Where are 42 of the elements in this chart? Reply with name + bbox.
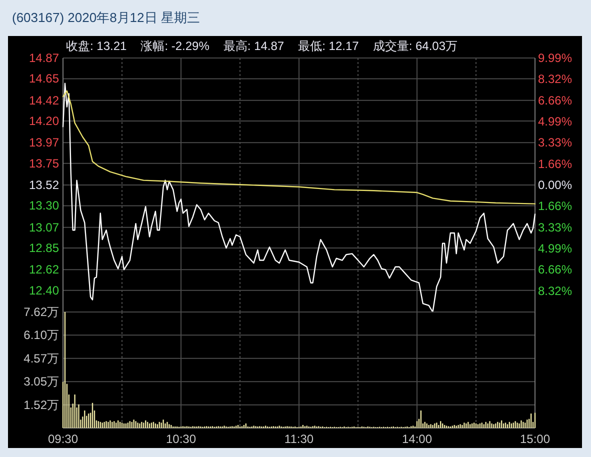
y-tick-label: 12.85: [28, 241, 60, 256]
y2-tick-label: 6.66%: [538, 93, 572, 108]
text: 最高: 14.87: [223, 39, 284, 53]
y2-tick-label: 8.32%: [538, 72, 572, 86]
y2-tick-label: 1.66%: [538, 156, 572, 171]
chart-title: (603167) 2020年8月12日 星期三: [12, 10, 200, 25]
y-tick-label: 3.05万: [24, 374, 59, 389]
y2-tick-label: 8.32%: [538, 284, 572, 298]
x-tick-label: 09:30: [48, 432, 78, 446]
x-tick-label: 11:30: [284, 432, 314, 446]
x-tick-label: 10:30: [166, 432, 196, 446]
y-tick-label: 13.30: [28, 198, 60, 213]
y-tick-label: 14.42: [28, 93, 60, 108]
y2-tick-label: 0.00%: [538, 178, 572, 192]
y2-tick-label: 1.66%: [538, 199, 572, 214]
y-tick-label: 14.87: [28, 51, 60, 65]
line-series: [62, 90, 536, 204]
y2-tick-label: 4.99%: [538, 114, 572, 129]
y-tick-label: 12.40: [28, 283, 60, 298]
text: 成交量: 64.03万: [372, 39, 458, 53]
y-tick-label: 4.57万: [24, 351, 59, 366]
y-tick-label: 6.10万: [24, 328, 59, 342]
y-tick-label: 14.65: [28, 72, 60, 86]
y2-tick-label: 9.99%: [538, 51, 572, 65]
x-tick-label: 14:00: [402, 432, 432, 446]
y-tick-label: 7.62万: [24, 305, 59, 319]
y-tick-label: 13.52: [28, 178, 60, 192]
y-tick-label: 1.52万: [24, 398, 59, 412]
y-tick-label: 13.97: [28, 136, 60, 150]
y-tick-label: 13.75: [28, 156, 60, 170]
text: 收盘: 13.21: [66, 39, 128, 53]
text: 最低: 12.17: [298, 39, 360, 53]
text: 涨幅: -2.29%: [140, 39, 210, 53]
y-tick-label: 13.07: [28, 220, 60, 234]
x-tick-label: 15:00: [520, 432, 550, 446]
y2-tick-label: 6.66%: [538, 262, 572, 277]
y-tick-label: 14.20: [28, 114, 60, 128]
y2-tick-label: 3.33%: [538, 136, 572, 150]
y2-tick-label: 4.99%: [538, 241, 572, 256]
y-tick-label: 12.62: [28, 262, 60, 277]
y2-tick-label: 3.33%: [538, 220, 572, 234]
line-series: [62, 82, 536, 313]
